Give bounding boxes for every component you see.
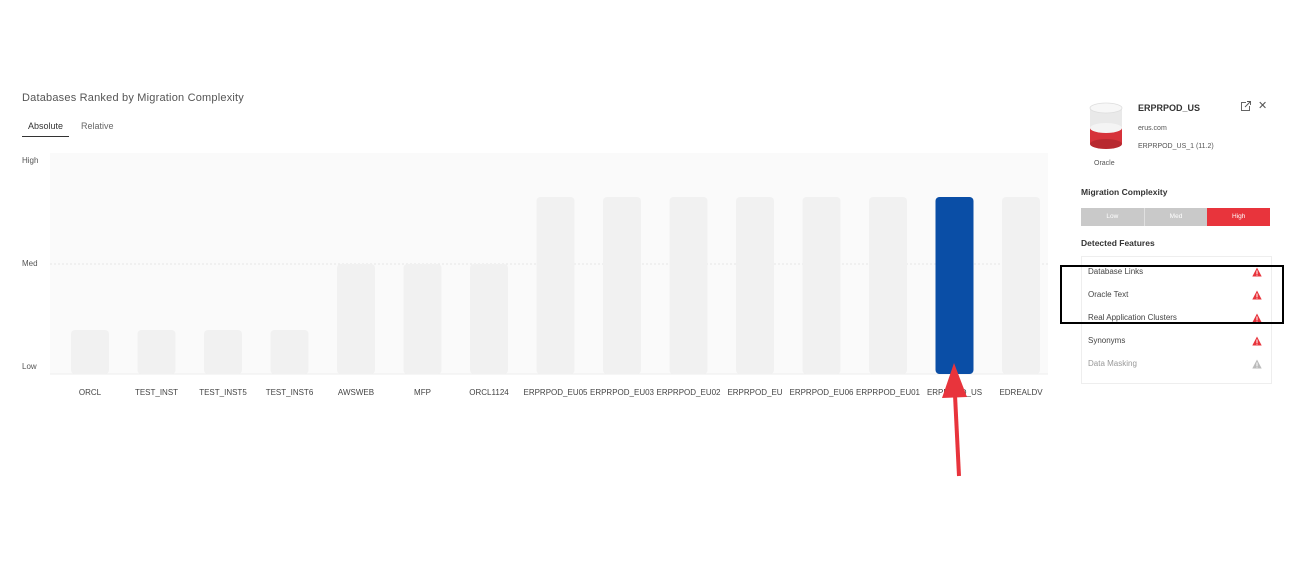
feature-label: Oracle Text <box>1088 290 1129 299</box>
x-tick-label: ORCL1124 <box>469 388 509 397</box>
feature-label: Data Masking <box>1088 359 1137 368</box>
x-tick-label: ERPRPOD_EU06 <box>789 388 854 397</box>
y-label-low: Low <box>22 362 37 371</box>
feature-item: Oracle Text <box>1088 288 1264 304</box>
feature-label: Database Links <box>1088 267 1144 276</box>
x-tick-label: TEST_INST5 <box>199 388 247 397</box>
x-tick-label: ERPRPOD_EU01 <box>856 388 921 397</box>
complexity-level-high: High <box>1207 208 1271 226</box>
feature-item: Database Links <box>1088 265 1264 281</box>
feature-item: Real Application Clusters <box>1088 311 1264 327</box>
x-tick-label: ERPRPOD_EU02 <box>656 388 721 397</box>
complexity-bar-chart: ORCL TEST_INST TEST_INST5 TEST_INST6 AWSWEB M… <box>50 197 1048 397</box>
db-name: ERPRPOD_US <box>1138 103 1201 113</box>
bar-test-inst5[interactable] <box>204 330 242 374</box>
db-type: Oracle <box>1094 160 1115 167</box>
db-instance: ERPRPOD_US_1 (11.2) <box>1138 143 1214 150</box>
chart-tabs: Absolute Relative <box>22 118 120 137</box>
bar-erprpod-eu02[interactable] <box>669 197 708 374</box>
warning-icon <box>1252 313 1262 323</box>
warning-icon <box>1252 267 1262 277</box>
bar-awsweb[interactable] <box>337 264 375 374</box>
feature-item: Data Masking <box>1088 357 1264 373</box>
bar-erprpod-eu05[interactable] <box>536 197 575 374</box>
complexity-heading: Migration Complexity <box>1081 187 1168 197</box>
external-link-icon[interactable] <box>1241 101 1251 111</box>
y-label-med: Med <box>22 259 38 268</box>
x-tick-label: MFP <box>414 388 431 397</box>
x-tick-label: ERPRPOD_EU05 <box>523 388 588 397</box>
complexity-meter: Low Med High <box>1081 208 1271 226</box>
complexity-level-med: Med <box>1144 208 1208 226</box>
features-heading: Detected Features <box>1081 238 1155 248</box>
bar-erprpod-eu[interactable] <box>736 197 774 374</box>
detected-features-list: Database Links Oracle Text Real Applicat… <box>1081 256 1272 384</box>
bar-erprpod-eu03[interactable] <box>603 197 641 374</box>
bar-edrealdv[interactable] <box>1002 197 1040 374</box>
x-tick-label: EDREALDV <box>999 388 1043 397</box>
x-tick-label: ORCL <box>79 388 102 397</box>
bar-erprpod-us[interactable] <box>935 197 974 374</box>
y-label-high: High <box>22 156 39 165</box>
x-tick-label: ERPRPOD_US <box>927 388 982 397</box>
bar-erprpod-eu06[interactable] <box>802 197 841 374</box>
warning-icon <box>1252 359 1262 369</box>
feature-label: Synonyms <box>1088 336 1126 345</box>
tab-relative[interactable]: Relative <box>81 121 114 131</box>
bar-mfp[interactable] <box>403 264 442 374</box>
bar-orcl1124[interactable] <box>470 264 508 374</box>
chart-title: Databases Ranked by Migration Complexity <box>22 92 244 104</box>
x-tick-label: AWSWEB <box>338 388 374 397</box>
feature-item: Synonyms <box>1088 334 1264 350</box>
database-icon <box>1089 102 1123 149</box>
x-tick-label: TEST_INST <box>135 388 178 397</box>
warning-icon <box>1252 290 1262 300</box>
warning-icon <box>1252 336 1262 346</box>
db-host: erus.com <box>1138 125 1167 132</box>
x-tick-label: TEST_INST6 <box>266 388 314 397</box>
complexity-level-low: Low <box>1081 208 1145 226</box>
x-tick-label: ERPRPOD_EU <box>727 388 782 397</box>
annotation-highlight-box <box>1060 265 1284 324</box>
feature-label: Real Application Clusters <box>1088 313 1177 322</box>
close-icon[interactable]: ✕ <box>1258 100 1268 112</box>
bar-test-inst[interactable] <box>137 330 176 374</box>
tab-absolute[interactable]: Absolute <box>22 118 70 137</box>
database-detail-panel: Oracle ERPRPOD_US erus.com ERPRPOD_US_1 … <box>1078 96 1278 396</box>
bar-orcl[interactable] <box>71 330 109 374</box>
x-tick-label: ERPRPOD_EU03 <box>590 388 655 397</box>
bar-test-inst6[interactable] <box>270 330 309 374</box>
bar-erprpod-eu01[interactable] <box>869 197 907 374</box>
